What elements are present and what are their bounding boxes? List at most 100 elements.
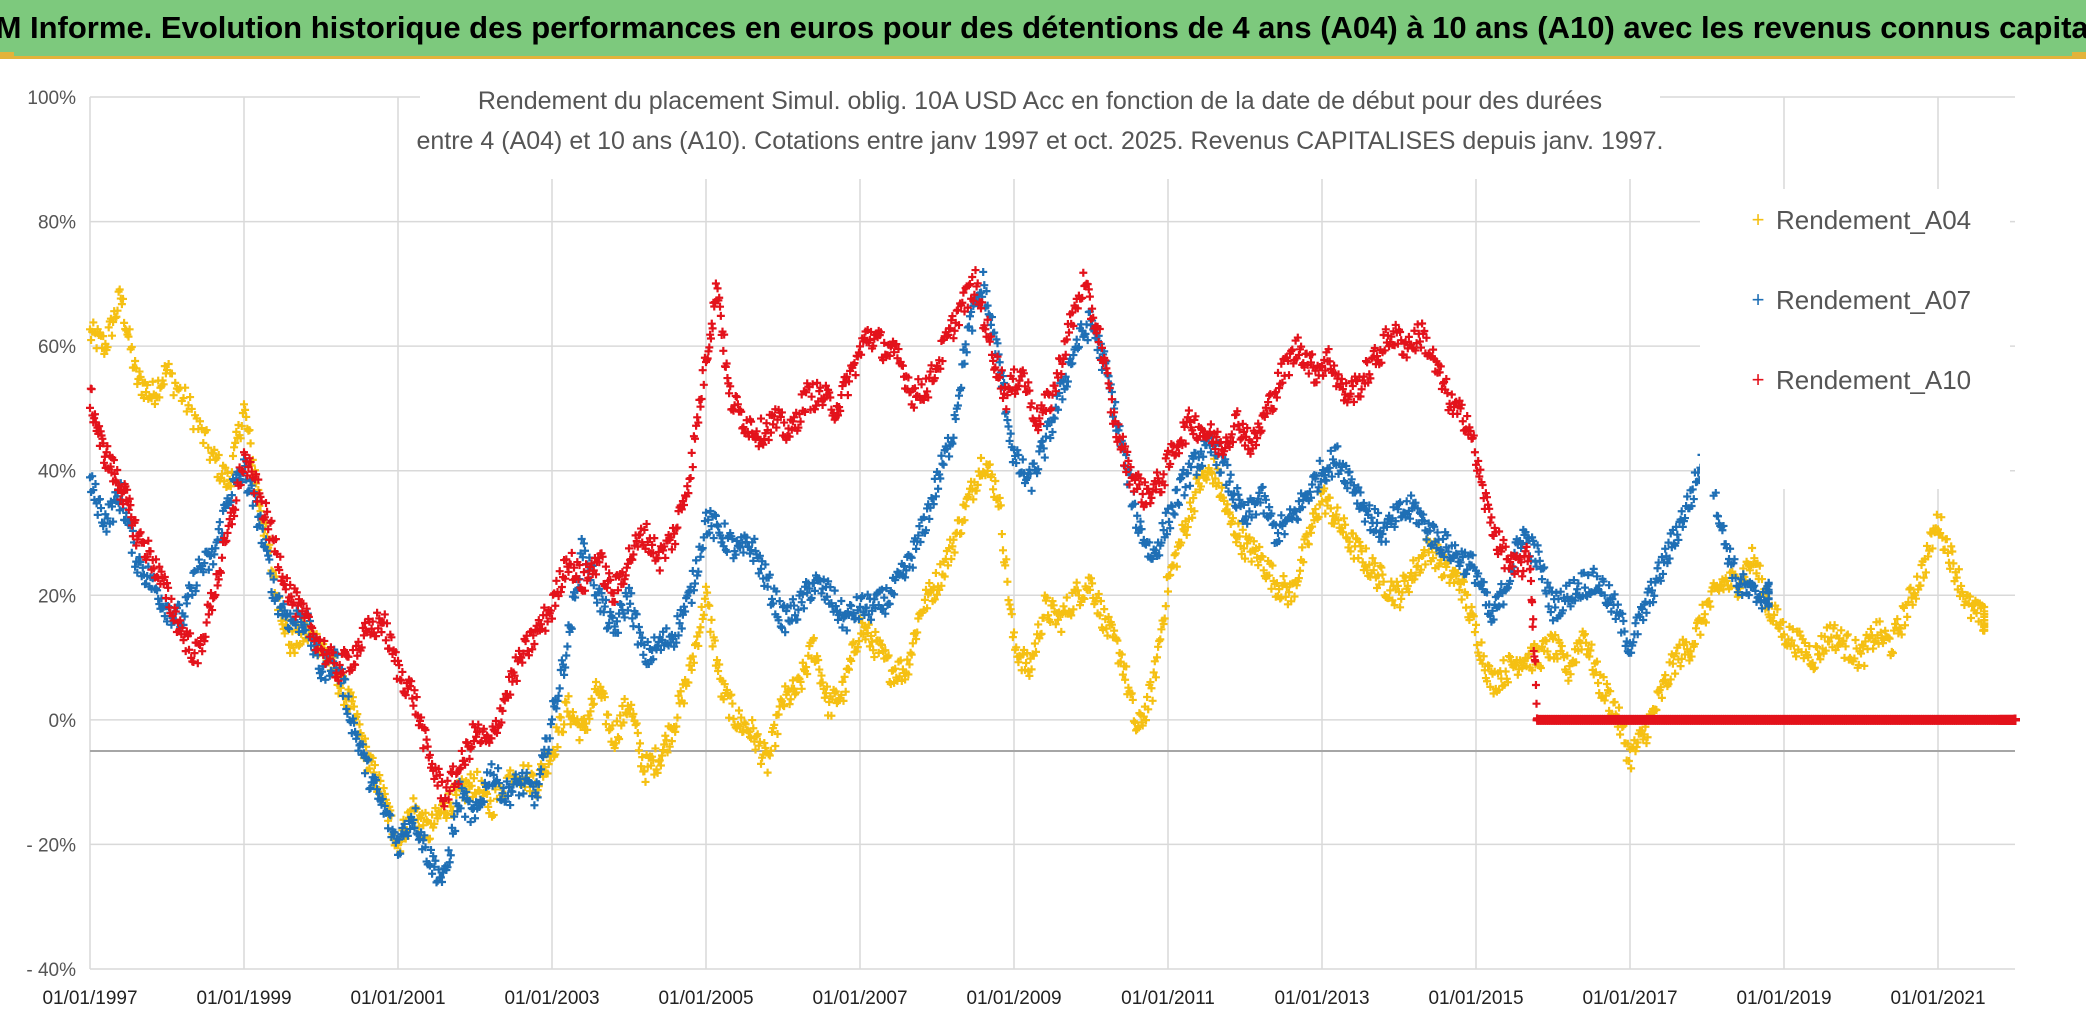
data-point (957, 529, 966, 538)
data-point (1897, 630, 1906, 639)
data-point (1033, 404, 1042, 413)
data-point (713, 656, 721, 665)
data-point (1110, 626, 1119, 635)
data-point (750, 534, 759, 543)
data-point (948, 312, 957, 321)
data-point (1270, 389, 1279, 398)
data-point (831, 687, 840, 696)
data-point (663, 748, 672, 757)
data-point (1098, 343, 1106, 352)
data-point (1206, 448, 1215, 457)
data-point (661, 553, 670, 562)
data-point (1425, 526, 1434, 535)
data-point (626, 599, 635, 608)
data-point (1639, 616, 1648, 625)
data-point (940, 572, 949, 581)
data-point (533, 793, 542, 802)
data-point (529, 771, 538, 780)
data-point (1923, 541, 1931, 550)
data-point (1906, 583, 1915, 592)
data-point (777, 623, 786, 632)
data-point (378, 795, 387, 804)
data-point (281, 585, 290, 594)
data-point (1265, 503, 1274, 512)
data-point (136, 528, 145, 537)
data-point (907, 650, 916, 659)
data-point (881, 646, 890, 655)
data-point (802, 663, 811, 672)
data-point (979, 267, 988, 276)
data-point (564, 567, 573, 576)
data-point (171, 378, 180, 387)
data-point (807, 593, 816, 602)
data-point (579, 568, 588, 577)
data-point (748, 716, 757, 725)
data-point (498, 706, 507, 715)
x-tick-label: 01/01/2011 (1121, 988, 1215, 1009)
data-point (981, 325, 990, 334)
data-point (1292, 581, 1301, 590)
data-point (741, 720, 750, 729)
data-point (790, 413, 798, 422)
data-point (1161, 508, 1170, 517)
data-point (543, 749, 552, 758)
data-point (688, 463, 697, 472)
data-point (1334, 516, 1343, 525)
data-point (621, 571, 630, 580)
data-point (731, 550, 740, 559)
data-point (1466, 426, 1475, 435)
data-point (1524, 649, 1533, 658)
data-point (1228, 437, 1237, 446)
data-point (1813, 642, 1821, 651)
corner-accent-right (2072, 52, 2086, 56)
data-point (494, 764, 503, 773)
data-point (315, 635, 324, 644)
data-point (1535, 556, 1544, 565)
data-point (395, 835, 404, 844)
data-point (995, 358, 1004, 367)
data-point (659, 546, 668, 555)
data-point (1177, 538, 1186, 547)
data-point (633, 542, 642, 551)
data-point (1540, 563, 1549, 572)
data-point (904, 373, 913, 382)
data-point (467, 742, 476, 751)
data-point (274, 610, 283, 619)
data-point (1687, 501, 1696, 510)
data-point (993, 352, 1002, 361)
data-point (1311, 366, 1320, 375)
data-point (1551, 603, 1560, 612)
data-point (104, 323, 113, 332)
data-point (202, 618, 211, 627)
data-point (343, 709, 352, 718)
data-point (898, 361, 907, 370)
data-point (1359, 498, 1368, 507)
data-point (1456, 558, 1465, 567)
data-point (826, 393, 835, 402)
data-point (1338, 385, 1347, 394)
data-point (124, 505, 133, 514)
data-point (737, 713, 746, 722)
data-point (1443, 389, 1452, 398)
data-point (1258, 482, 1267, 491)
data-point (1463, 412, 1472, 421)
data-point (912, 544, 921, 553)
data-point (519, 789, 528, 798)
data-point (368, 617, 377, 626)
data-point (906, 552, 915, 561)
data-point (1417, 343, 1425, 352)
data-point (1711, 488, 1720, 497)
y-tick-label: 0% (49, 711, 77, 732)
data-point (874, 648, 883, 657)
data-point (1965, 592, 1974, 601)
data-point (193, 659, 202, 668)
data-point (361, 769, 369, 778)
data-point (722, 547, 731, 556)
data-point (532, 621, 541, 630)
data-point (164, 583, 173, 592)
data-point (232, 496, 241, 505)
data-point (473, 767, 482, 776)
data-point (361, 619, 369, 628)
data-point (1885, 634, 1894, 643)
data-point (1657, 693, 1666, 702)
